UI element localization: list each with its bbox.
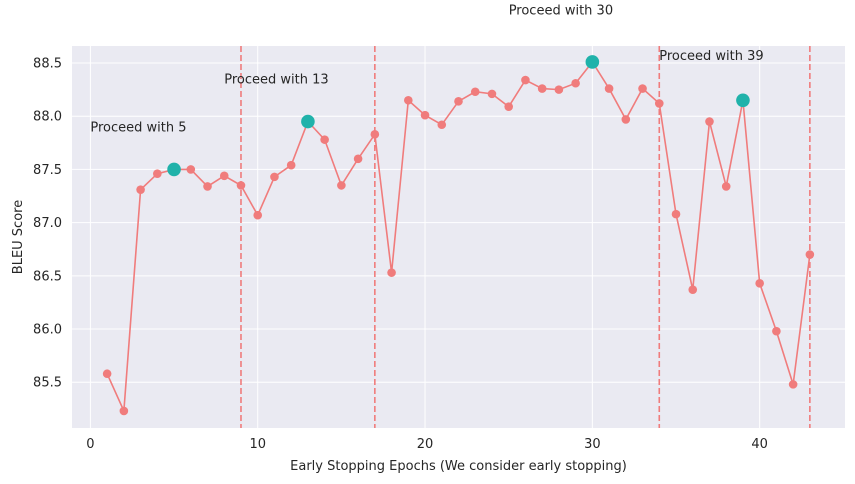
- y-tick-label: 85.5: [33, 376, 62, 391]
- x-tick-label: 0: [86, 437, 94, 452]
- data-point: [571, 78, 580, 88]
- data-point: [236, 181, 246, 190]
- y-tick-label: 87.5: [33, 163, 62, 178]
- data-point: [203, 182, 212, 191]
- data-point: [537, 84, 547, 93]
- data-point: [186, 165, 196, 174]
- data-point: [705, 117, 714, 126]
- data-point: [454, 97, 463, 106]
- y-tick-label: 88.5: [33, 57, 62, 72]
- annotation-label: Proceed with 30: [509, 3, 613, 18]
- data-point: [387, 268, 396, 277]
- highlight-point: [736, 93, 750, 108]
- x-tick-label: 20: [417, 437, 434, 452]
- data-point: [554, 85, 564, 94]
- annotations: Proceed with 5 Proceed with 13 Proceed wit…: [90, 3, 763, 135]
- highlight-point: [301, 114, 315, 129]
- grid: [72, 46, 845, 428]
- data-point: [286, 160, 296, 170]
- data-point: [102, 369, 112, 379]
- data-point: [721, 182, 731, 191]
- data-point: [337, 181, 346, 190]
- y-tick-label: 86.5: [33, 269, 62, 284]
- data-point: [772, 326, 781, 336]
- x-tick-label: 30: [584, 437, 601, 452]
- highlight-point: [585, 55, 600, 69]
- data-point: [320, 135, 329, 144]
- data-point: [654, 99, 664, 108]
- data-point: [136, 185, 145, 194]
- data-point: [353, 154, 363, 164]
- data-point: [604, 84, 614, 93]
- data-point: [521, 75, 530, 85]
- y-tick-label: 86.0: [33, 323, 62, 338]
- data-point: [153, 169, 162, 178]
- data-point: [420, 110, 430, 120]
- data-point: [253, 210, 263, 220]
- data-point: [688, 285, 698, 294]
- data-point: [621, 115, 631, 124]
- annotation-label: Proceed with 13: [224, 72, 328, 87]
- y-tick-label: 87.0: [33, 216, 62, 231]
- data-point: [504, 102, 513, 111]
- data-point: [805, 250, 815, 259]
- data-point: [638, 84, 647, 93]
- y-tick-label: 88.0: [33, 110, 62, 125]
- data-point: [437, 120, 447, 130]
- data-point: [219, 171, 229, 181]
- data-point: [404, 95, 413, 105]
- vertical-lines: [240, 46, 811, 428]
- highlight-point: [167, 162, 181, 177]
- data-point: [270, 172, 279, 182]
- data-point: [370, 130, 380, 139]
- x-tick-labels: 0 10 20 30 40: [86, 437, 768, 452]
- annotation-label: Proceed with 39: [659, 49, 763, 64]
- y-axis-label: BLEU Score: [11, 200, 26, 274]
- y-tick-labels: 85.5 86.0 86.5 87.0 87.5 88.0 88.5: [33, 57, 62, 391]
- data-point: [470, 87, 480, 97]
- x-tick-label: 10: [249, 437, 266, 452]
- x-tick-label: 40: [751, 437, 768, 452]
- data-point: [788, 380, 798, 389]
- plot-background: [72, 46, 845, 428]
- x-axis-label: Early Stopping Epochs (We consider early…: [290, 459, 627, 474]
- data-point: [671, 209, 681, 219]
- data-point: [487, 89, 497, 99]
- data-point: [119, 406, 129, 416]
- highlight-points: [167, 55, 750, 177]
- annotation-label: Proceed with 5: [90, 120, 186, 135]
- data-point: [755, 278, 764, 288]
